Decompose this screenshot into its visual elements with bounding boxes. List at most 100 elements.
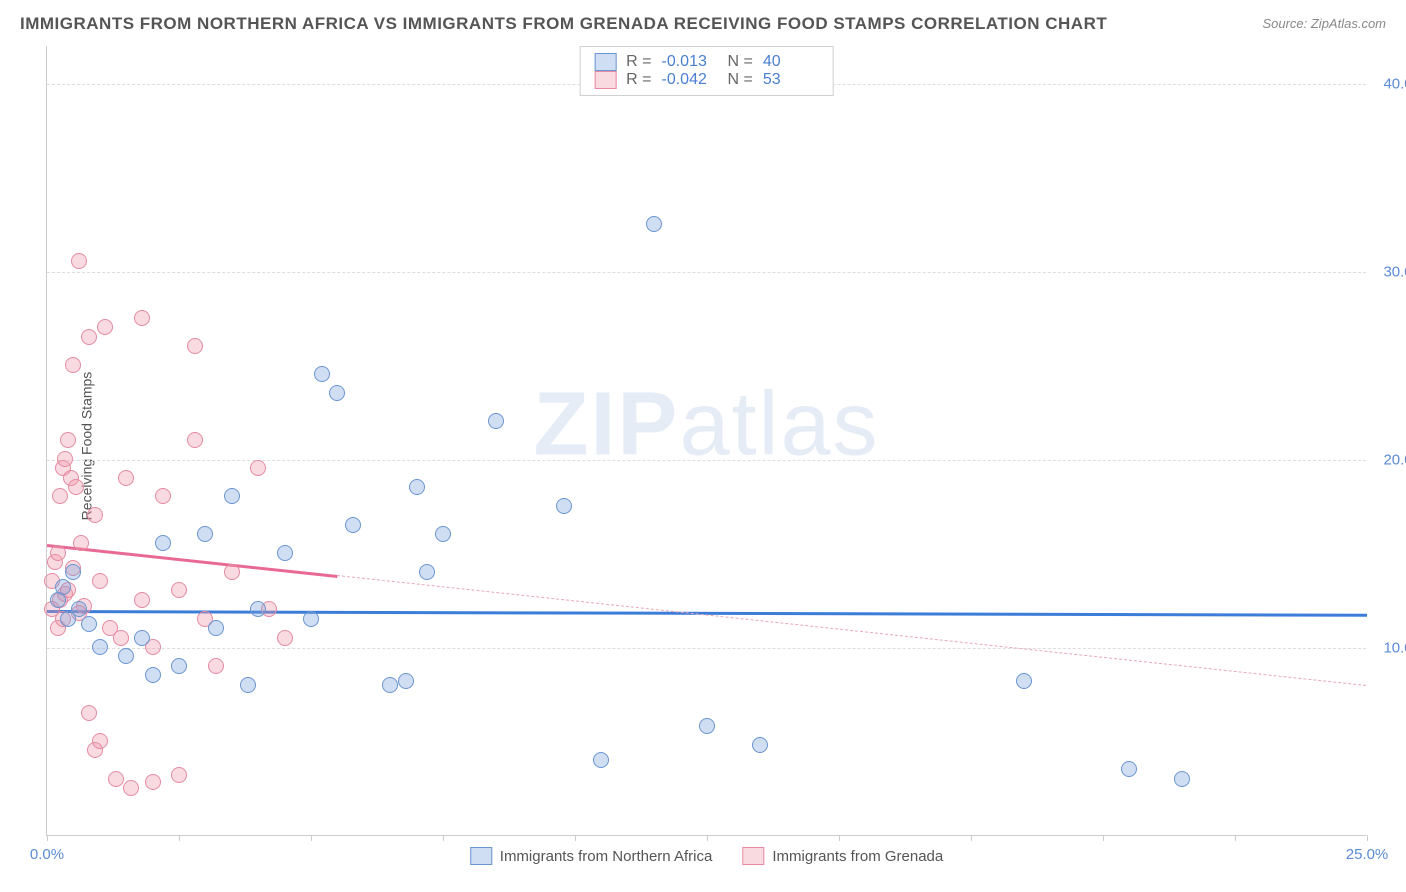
y-tick-label: 40.0% [1383,75,1406,92]
data-point [81,616,97,632]
data-point [314,366,330,382]
data-point [71,253,87,269]
r-value: -0.013 [662,53,718,71]
data-point [646,216,662,232]
stats-row-blue: R = -0.013 N = 40 [594,53,819,71]
data-point [50,545,66,561]
data-point [556,498,572,514]
data-point [419,564,435,580]
data-point [224,488,240,504]
stats-row-pink: R = -0.042 N = 53 [594,71,819,89]
y-tick-label: 10.0% [1383,639,1406,656]
data-point [65,564,81,580]
data-point [52,488,68,504]
gridline [47,272,1366,273]
x-tick-label: 0.0% [30,846,64,863]
legend-item-pink: Immigrants from Grenada [742,847,943,865]
trend-line [47,544,338,578]
data-point [187,432,203,448]
data-point [1174,771,1190,787]
swatch-blue-icon [470,847,492,865]
data-point [145,667,161,683]
data-point [277,545,293,561]
data-point [250,460,266,476]
data-point [171,582,187,598]
swatch-pink-icon [742,847,764,865]
swatch-pink-icon [594,71,616,89]
data-point [113,630,129,646]
data-point [134,592,150,608]
x-tick [575,835,576,841]
data-point [97,319,113,335]
data-point [224,564,240,580]
data-point [409,479,425,495]
data-point [134,630,150,646]
x-tick [1235,835,1236,841]
x-tick [311,835,312,841]
gridline [47,648,1366,649]
data-point [329,385,345,401]
n-label: N = [728,71,753,89]
n-value: 53 [763,71,819,89]
x-tick [839,835,840,841]
x-tick-label: 25.0% [1346,846,1389,863]
data-point [752,737,768,753]
data-point [187,338,203,354]
n-label: N = [728,53,753,71]
data-point [398,673,414,689]
y-tick-label: 20.0% [1383,451,1406,468]
data-point [435,526,451,542]
trend-line [337,575,1367,686]
x-tick [1367,835,1368,841]
data-point [108,771,124,787]
data-point [155,488,171,504]
data-point [123,780,139,796]
data-point [87,507,103,523]
data-point [208,658,224,674]
legend-label: Immigrants from Grenada [772,848,943,865]
data-point [92,573,108,589]
data-point [92,733,108,749]
data-point [92,639,108,655]
legend-item-blue: Immigrants from Northern Africa [470,847,713,865]
data-point [277,630,293,646]
data-point [134,310,150,326]
data-point [118,648,134,664]
swatch-blue-icon [594,53,616,71]
data-point [73,535,89,551]
data-point [208,620,224,636]
chart-title: IMMIGRANTS FROM NORTHERN AFRICA VS IMMIG… [20,14,1107,34]
data-point [60,432,76,448]
data-point [68,479,84,495]
legend-label: Immigrants from Northern Africa [500,848,713,865]
data-point [303,611,319,627]
data-point [593,752,609,768]
stats-legend-box: R = -0.013 N = 40 R = -0.042 N = 53 [579,46,834,96]
gridline [47,460,1366,461]
r-label: R = [626,71,651,89]
data-point [171,658,187,674]
data-point [345,517,361,533]
source-label: Source: ZipAtlas.com [1262,16,1386,31]
data-point [118,470,134,486]
data-point [240,677,256,693]
data-point [71,601,87,617]
r-value: -0.042 [662,71,718,89]
x-tick [443,835,444,841]
data-point [55,579,71,595]
data-point [1016,673,1032,689]
n-value: 40 [763,53,819,71]
y-tick-label: 30.0% [1383,263,1406,280]
scatter-plot: 10.0%20.0%30.0%40.0%0.0%25.0% ZIPatlas R… [46,46,1366,836]
data-point [699,718,715,734]
data-point [488,413,504,429]
x-tick [179,835,180,841]
data-point [155,535,171,551]
data-point [81,705,97,721]
data-point [197,526,213,542]
data-point [57,451,73,467]
data-point [65,357,81,373]
data-point [250,601,266,617]
data-point [145,774,161,790]
x-tick [707,835,708,841]
